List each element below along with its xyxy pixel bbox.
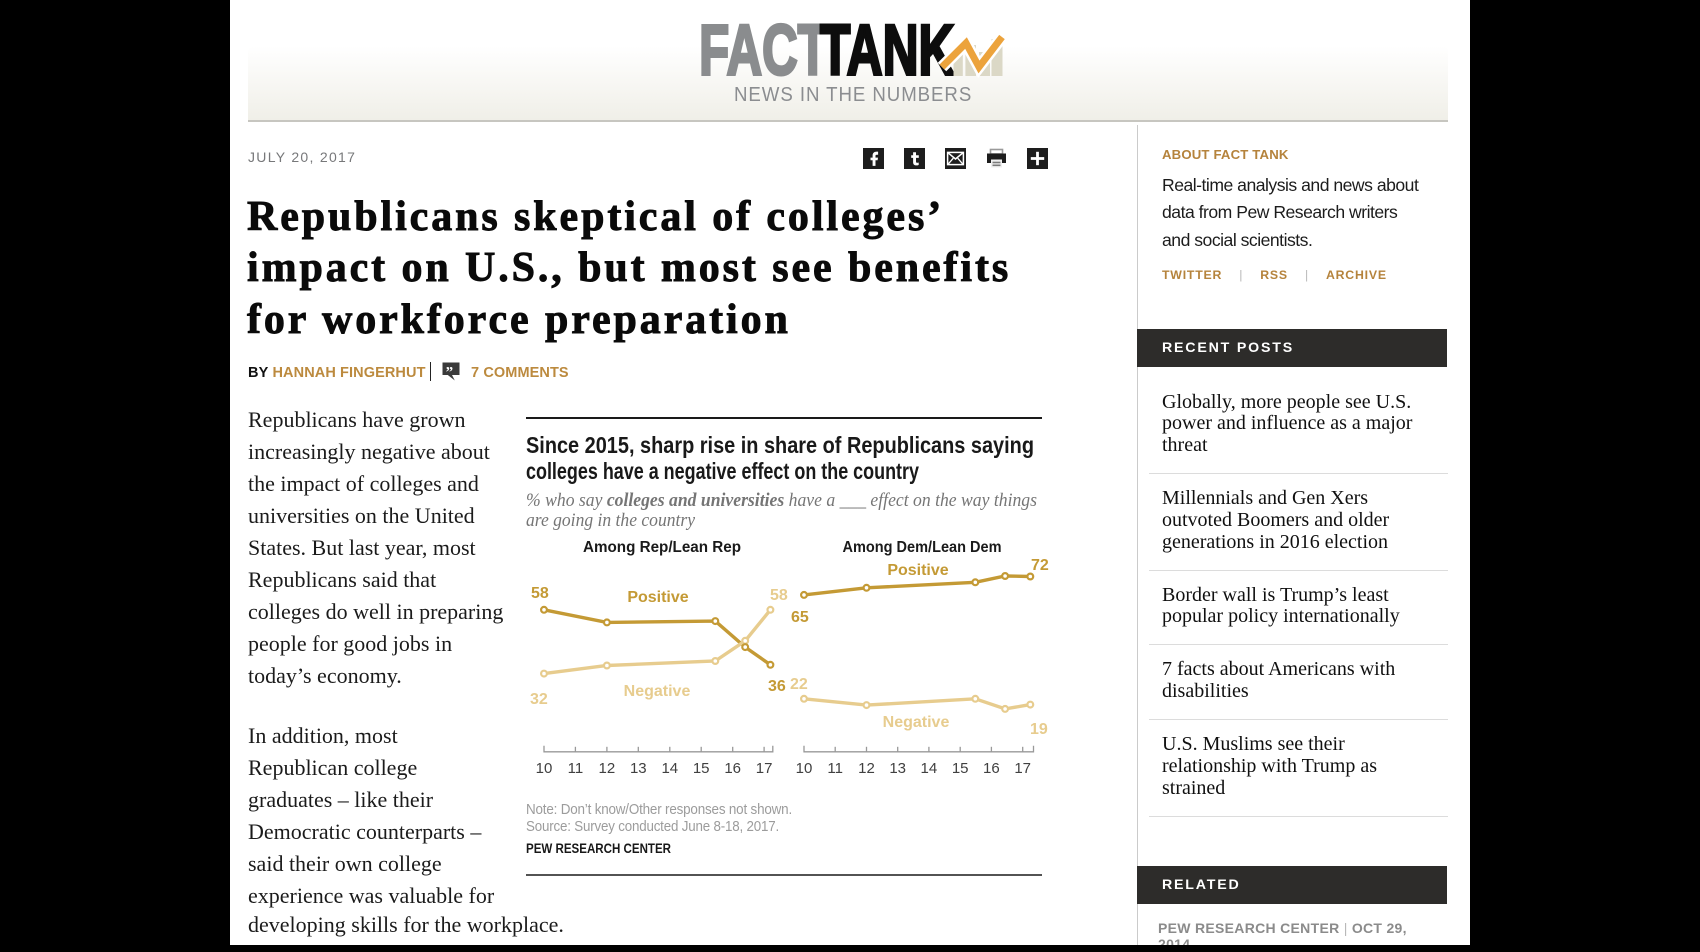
svg-text:Positive: Positive — [887, 562, 948, 579]
svg-text:65: 65 — [791, 609, 809, 626]
svg-text:17: 17 — [1014, 760, 1031, 777]
svg-text:16: 16 — [983, 760, 1000, 777]
svg-text:12: 12 — [858, 760, 875, 777]
svg-text:11: 11 — [568, 760, 584, 777]
svg-text:Note: Don’t know/Other respons: Note: Don’t know/Other responses not sho… — [526, 802, 792, 818]
svg-text:Among Rep/Lean Rep: Among Rep/Lean Rep — [583, 539, 741, 556]
svg-text:Among Dem/Lean Dem: Among Dem/Lean Dem — [843, 539, 1002, 556]
svg-text:are going in the country: are going in the country — [526, 510, 696, 531]
svg-text:PEW RESEARCH CENTER: PEW RESEARCH CENTER — [526, 841, 671, 856]
svg-text:TANK: TANK — [820, 12, 954, 91]
svg-text:17: 17 — [756, 760, 773, 777]
svg-text:12: 12 — [599, 760, 616, 777]
svg-text:Negative: Negative — [624, 683, 691, 700]
svg-text:15: 15 — [693, 760, 710, 777]
svg-text:Source: Survey conducted June: Source: Survey conducted June 8-18, 2017… — [526, 819, 779, 835]
svg-text:15: 15 — [952, 760, 969, 777]
svg-text:58: 58 — [531, 585, 549, 602]
svg-text:16: 16 — [724, 760, 741, 777]
svg-text:10: 10 — [536, 760, 553, 777]
svg-text:11: 11 — [827, 760, 843, 777]
svg-text:32: 32 — [530, 691, 548, 708]
svg-text:Positive: Positive — [627, 589, 688, 606]
svg-text:colleges have a negative effec: colleges have a negative effect on the c… — [526, 458, 919, 484]
svg-text:36: 36 — [768, 678, 786, 695]
svg-text:14: 14 — [661, 760, 678, 777]
svg-text:% who say colleges and univers: % who say colleges and universities have… — [526, 490, 1037, 511]
svg-text:13: 13 — [630, 760, 647, 777]
svg-text:”: ” — [446, 365, 454, 381]
svg-text:19: 19 — [1030, 721, 1048, 738]
svg-text:58: 58 — [770, 587, 788, 604]
svg-text:72: 72 — [1031, 557, 1049, 574]
svg-text:FACT: FACT — [699, 12, 828, 90]
svg-text:14: 14 — [921, 760, 938, 777]
svg-text:13: 13 — [889, 760, 906, 777]
svg-text:22: 22 — [790, 676, 808, 693]
svg-text:10: 10 — [796, 760, 813, 777]
svg-text:Since 2015, sharp rise in shar: Since 2015, sharp rise in share of Repub… — [526, 432, 1034, 458]
svg-text:Negative: Negative — [883, 714, 950, 731]
